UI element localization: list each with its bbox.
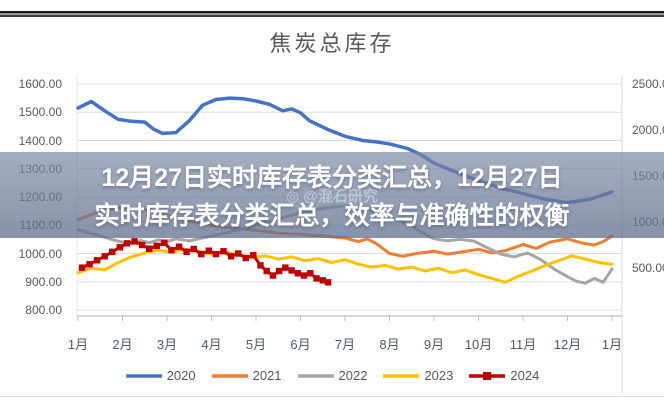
series-marker-2024 <box>269 272 277 279</box>
series-marker-2024 <box>227 253 235 260</box>
legend-label-2024: 2024 <box>510 368 540 383</box>
legend-swatch-2020 <box>125 373 162 378</box>
series-marker-2024 <box>205 247 213 254</box>
series-marker-2024 <box>146 245 153 252</box>
series-marker-2024 <box>319 277 326 284</box>
series-marker-2024 <box>161 239 168 246</box>
overlay-title-line1: 12月27日实时库存表分类汇总，12月27日 <box>101 164 563 192</box>
series-marker-2024 <box>282 264 289 271</box>
series-marker-2024 <box>190 245 197 253</box>
series-marker-2024 <box>198 250 205 258</box>
series-marker-2024 <box>183 248 190 256</box>
series-marker-2024 <box>257 262 264 269</box>
series-marker-2024 <box>275 267 283 275</box>
series-marker-2024 <box>307 270 314 277</box>
series-marker-2024 <box>300 272 308 279</box>
series-marker-2024 <box>153 242 160 250</box>
series-marker-2024 <box>116 244 124 251</box>
series-marker-2024 <box>235 250 242 257</box>
series-marker-2024 <box>242 254 249 262</box>
series-marker-2024 <box>131 238 138 245</box>
series-marker-2024 <box>288 267 295 274</box>
series-marker-2024 <box>220 248 227 255</box>
series-marker-2024 <box>86 261 93 268</box>
legend-item-2020: 2020 <box>125 368 196 383</box>
series-marker-2024 <box>93 257 101 264</box>
legend-label-2021: 2021 <box>252 368 282 383</box>
series-marker-2024 <box>212 250 220 258</box>
series-marker-2024 <box>313 275 320 282</box>
legend-swatch-2024 <box>469 371 506 380</box>
series-marker-2024 <box>138 241 146 249</box>
series-marker-2024 <box>175 243 183 250</box>
series-marker-2024 <box>101 253 108 260</box>
series-marker-2024 <box>324 279 332 286</box>
legend-item-2024: 2024 <box>468 368 539 383</box>
overlay-title-line2: 实时库存表分类汇总，效率与准确性的权衡 <box>94 202 570 230</box>
legend-swatch-2021 <box>211 373 248 378</box>
chart-legend: 2020 2021 2022 2023 2024 <box>0 368 664 383</box>
watermark: ◎ @混石研究 <box>286 188 378 205</box>
legend-label-2023: 2023 <box>424 368 454 383</box>
series-marker-2024 <box>294 270 302 277</box>
legend-label-2022: 2022 <box>338 368 368 383</box>
legend-label-2020: 2020 <box>166 368 196 383</box>
legend-swatch-2022 <box>297 373 334 378</box>
legend-swatch-2023 <box>383 373 420 378</box>
top-divider <box>0 11 664 17</box>
overlay-banner: ◎ @混石研究 12月27日实时库存表分类汇总，12月27日 实时库存表分类汇总… <box>0 152 664 238</box>
series-marker-2024 <box>109 248 116 256</box>
series-marker-2024 <box>78 264 86 271</box>
bottom-divider <box>0 396 664 397</box>
legend-item-2021: 2021 <box>211 368 282 383</box>
legend-item-2022: 2022 <box>297 368 368 383</box>
series-line-2023 <box>76 247 614 284</box>
series-marker-2024 <box>263 267 270 275</box>
legend-item-2023: 2023 <box>382 368 453 383</box>
chart-title: 焦炭总库存 <box>269 31 395 56</box>
series-marker-2024 <box>250 251 257 259</box>
series-marker-2024 <box>168 246 175 254</box>
series-marker-2024 <box>123 240 131 247</box>
